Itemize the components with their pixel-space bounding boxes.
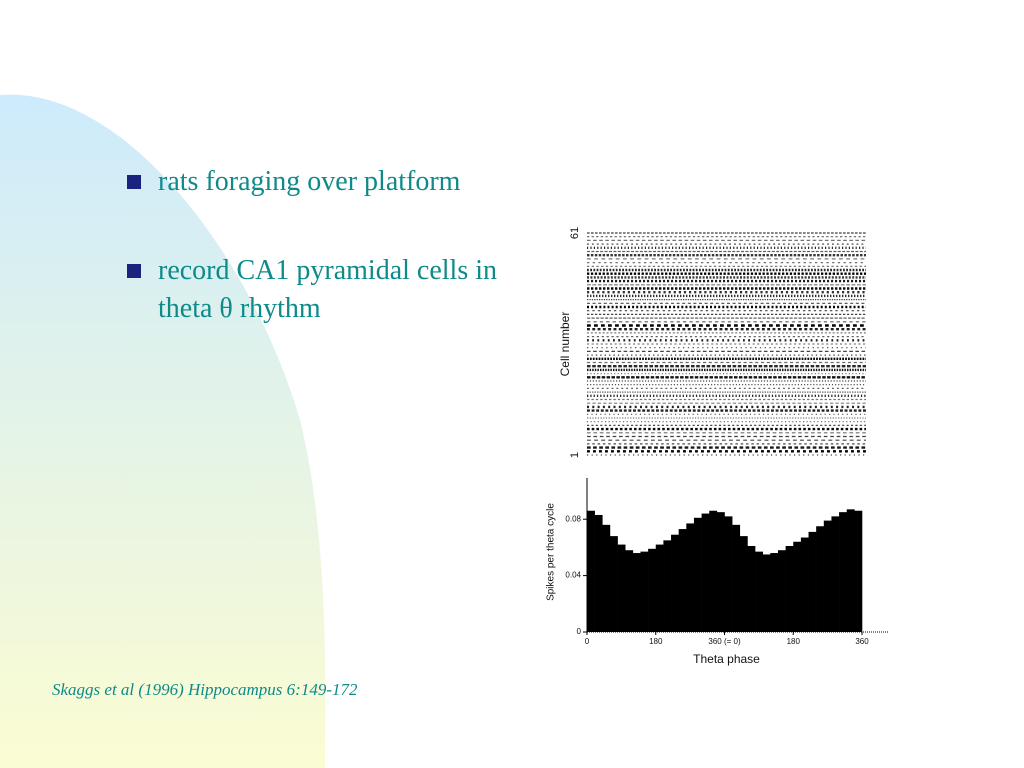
bar xyxy=(632,553,641,632)
bar xyxy=(793,541,802,632)
bar xyxy=(732,524,741,632)
bar xyxy=(693,517,702,632)
bar xyxy=(602,524,611,632)
bar xyxy=(777,550,786,632)
decor-shape xyxy=(0,94,326,768)
bar xyxy=(854,510,863,632)
bar xyxy=(755,551,763,632)
y-tick-label: 61 xyxy=(569,227,581,239)
bar xyxy=(785,545,794,632)
bar xyxy=(640,551,649,632)
bar xyxy=(716,512,725,632)
x-tick-label: 180 xyxy=(787,637,801,646)
y-axis-title: Spikes per theta cycle xyxy=(546,503,557,601)
bar xyxy=(816,526,825,632)
bar xyxy=(625,550,634,632)
bar xyxy=(770,553,779,632)
bar xyxy=(648,548,657,632)
bar xyxy=(701,513,710,632)
citation: Skaggs et al (1996) Hippocampus 6:149-17… xyxy=(52,680,358,699)
bar xyxy=(678,529,687,632)
x-tick-label: 360 xyxy=(855,637,869,646)
bar xyxy=(823,520,832,632)
bar xyxy=(617,544,626,632)
y-tick-label: 0 xyxy=(577,627,582,636)
bullet-text: rats foraging over platform xyxy=(158,166,461,197)
bullet: record CA1 pyramidal cells in theta θ rh… xyxy=(127,252,507,328)
bar xyxy=(762,554,771,632)
bar xyxy=(739,536,748,632)
bar xyxy=(724,516,733,632)
bar xyxy=(587,510,595,632)
bar xyxy=(709,510,718,632)
bar xyxy=(671,534,679,632)
x-axis-title: Theta phase xyxy=(693,652,760,666)
bar xyxy=(839,512,848,632)
x-tick-label: 360 (= 0) xyxy=(708,637,741,646)
bar xyxy=(831,516,840,632)
bar xyxy=(808,531,817,632)
bar xyxy=(594,514,603,632)
bar xyxy=(686,523,695,632)
x-tick-label: 180 xyxy=(649,637,663,646)
bar xyxy=(800,537,809,632)
y-tick-label: 0.04 xyxy=(565,571,581,580)
bullet: rats foraging over platform xyxy=(127,163,507,201)
bar xyxy=(655,544,664,632)
y-tick-label: 0.08 xyxy=(565,514,581,523)
bar xyxy=(663,540,672,632)
bullet-text: record CA1 pyramidal cells in theta θ rh… xyxy=(158,255,498,324)
y-tick-label: 1 xyxy=(569,452,581,458)
bar xyxy=(846,509,855,632)
bar xyxy=(747,545,756,632)
bar xyxy=(609,536,618,632)
y-axis-title: Cell number xyxy=(558,312,572,377)
x-tick-label: 0 xyxy=(585,637,590,646)
